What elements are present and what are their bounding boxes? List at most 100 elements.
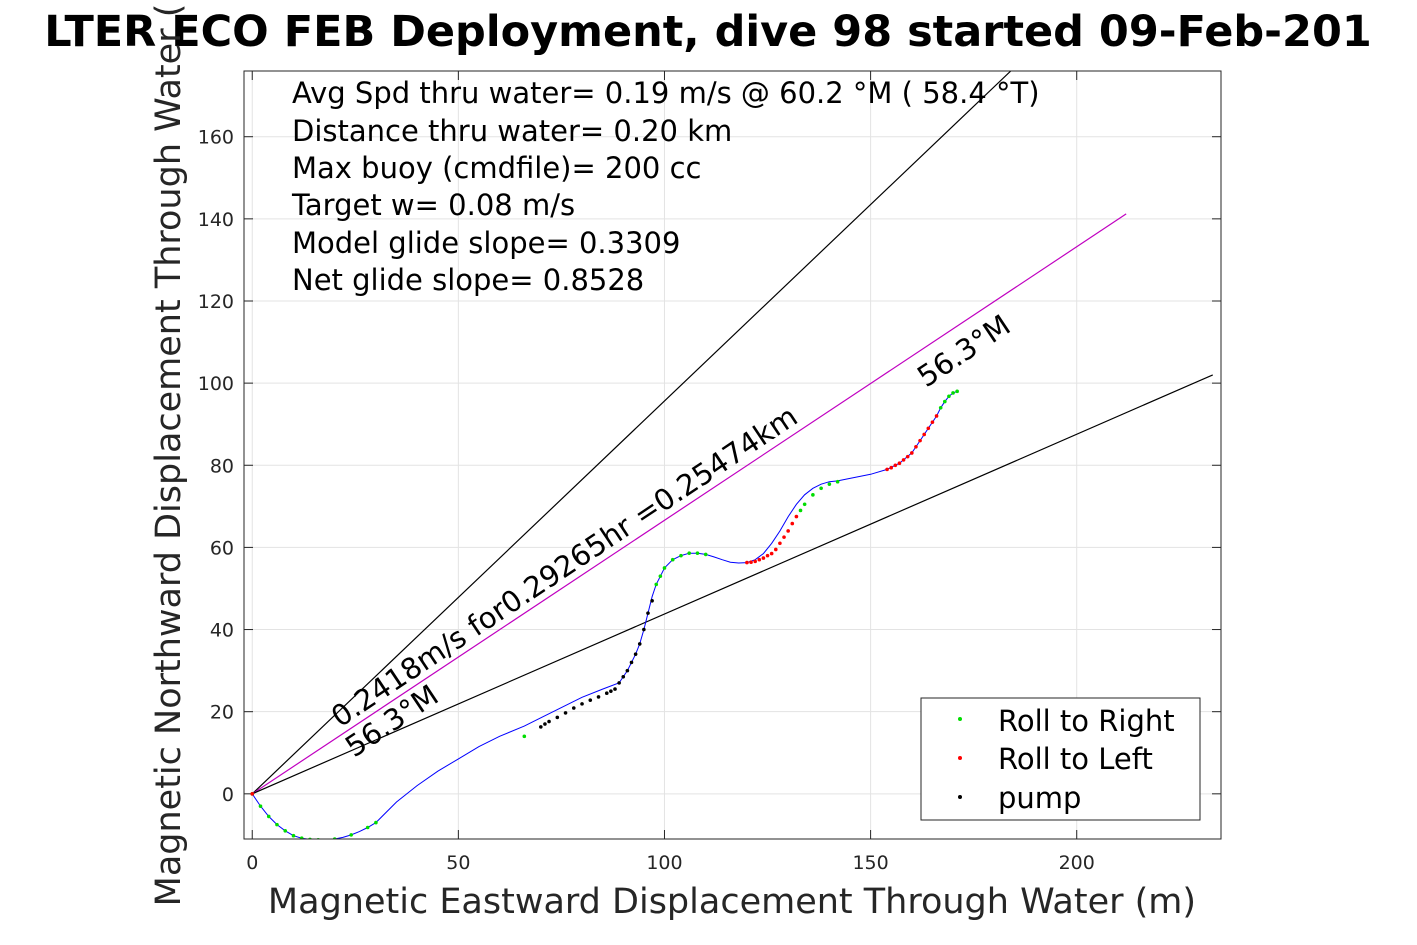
- marker-pump: [637, 642, 642, 646]
- marker-roll-right: [258, 804, 263, 808]
- marker-roll-right: [687, 551, 692, 555]
- x-tick-label: 100: [646, 852, 682, 874]
- legend-marker-pump: [958, 795, 962, 799]
- marker-roll-right: [798, 508, 803, 513]
- legend-marker-roll-left: [958, 756, 962, 760]
- marker-roll-right: [955, 389, 959, 394]
- info-avg-speed: Avg Spd thru water= 0.19 m/s @ 60.2 °M (…: [292, 76, 1040, 110]
- marker-pump: [629, 660, 634, 665]
- marker-pump: [555, 715, 560, 720]
- y-tick-label: 60: [210, 537, 234, 559]
- marker-roll-right: [679, 553, 683, 558]
- info-model-glide-slope: Model glide slope= 0.3309: [292, 226, 680, 260]
- reference-line-lower: [252, 374, 1213, 795]
- marker-roll-right: [291, 833, 296, 838]
- marker-pump: [642, 627, 646, 632]
- legend-label-pump: pump: [998, 781, 1081, 815]
- marker-roll-right: [662, 566, 667, 570]
- marker-pump: [617, 681, 621, 685]
- marker-roll-right: [835, 479, 840, 484]
- marker-roll-left: [786, 529, 790, 533]
- x-tick-label: 50: [446, 852, 470, 874]
- marker-pump: [588, 698, 593, 702]
- marker-pump: [633, 652, 638, 656]
- marker-roll-right: [947, 394, 951, 399]
- info-target-w: Target w= 0.08 m/s: [291, 188, 575, 222]
- marker-pump: [613, 687, 617, 691]
- tick-labels: 0 50 100 150 200 0 20 40 60 80 100 120 140 160: [198, 127, 1095, 874]
- marker-roll-left: [778, 541, 782, 546]
- y-tick-label: 120: [198, 291, 234, 313]
- marker-series: [250, 389, 959, 839]
- marker-roll-left: [910, 451, 914, 455]
- marker-roll-left: [930, 420, 935, 424]
- marker-roll-left: [889, 465, 894, 470]
- y-tick-label: 80: [210, 455, 234, 477]
- y-axis-label: Magnetic Northward Displacement Through …: [149, 4, 189, 907]
- marker-pump: [621, 674, 626, 679]
- marker-roll-left: [773, 547, 778, 552]
- marker-pump: [547, 719, 551, 724]
- marker-roll-right: [703, 552, 708, 557]
- marker-roll-left: [753, 559, 757, 564]
- x-tick-label: 0: [246, 852, 258, 874]
- marker-roll-right: [654, 582, 659, 587]
- legend-label-roll-right: Roll to Right: [998, 704, 1175, 738]
- marker-roll-left: [893, 463, 898, 468]
- marker-roll-right: [275, 822, 279, 827]
- marker-roll-right: [695, 551, 700, 555]
- y-tick-label: 100: [198, 373, 234, 395]
- marker-roll-right: [365, 825, 370, 830]
- y-tick-label: 40: [210, 620, 234, 642]
- reference-line-heading: [251, 213, 1127, 795]
- info-max-buoy: Max buoy (cmdfile)= 200 cc: [292, 151, 701, 185]
- reference-line-upper: [251, 71, 1012, 795]
- y-tick-label: 20: [210, 702, 234, 724]
- legend-marker-roll-right: [958, 717, 962, 721]
- marker-roll-right: [349, 833, 353, 837]
- legend: Roll to Right Roll to Left pump: [920, 697, 1201, 821]
- axis-ticks: [244, 71, 1221, 839]
- marker-roll-right: [374, 820, 378, 825]
- marker-roll-right: [951, 391, 955, 395]
- marker-roll-left: [250, 792, 255, 796]
- marker-roll-left: [790, 521, 795, 526]
- legend-label-roll-left: Roll to Left: [998, 742, 1153, 776]
- y-tick-label: 160: [198, 127, 234, 149]
- marker-roll-left: [749, 560, 753, 564]
- marker-pump: [646, 611, 650, 615]
- marker-roll-left: [794, 514, 799, 519]
- x-axis-label: Magnetic Eastward Displacement Through W…: [268, 882, 1196, 922]
- marker-roll-left: [885, 467, 889, 472]
- marker-pump: [563, 711, 568, 715]
- marker-roll-right: [266, 814, 271, 819]
- marker-roll-left: [769, 551, 774, 556]
- x-tick-label: 200: [1059, 852, 1095, 874]
- marker-pump: [571, 706, 576, 710]
- marker-roll-left: [918, 438, 922, 443]
- marker-roll-right: [819, 486, 823, 491]
- y-tick-label: 140: [198, 209, 234, 231]
- plot-frame: [243, 70, 1222, 840]
- marker-roll-right: [658, 574, 663, 578]
- marker-roll-right: [943, 399, 947, 404]
- marker-pump: [650, 598, 654, 603]
- x-tick-label: 150: [852, 852, 888, 874]
- marker-roll-left: [922, 432, 926, 437]
- marker-roll-right: [522, 734, 527, 739]
- marker-roll-left: [745, 560, 749, 565]
- marker-roll-right: [283, 828, 288, 833]
- marker-pump: [625, 668, 630, 673]
- info-block: Avg Spd thru water= 0.19 m/s @ 60.2 °M (…: [291, 76, 1040, 297]
- marker-roll-left: [901, 458, 906, 462]
- marker-pump: [609, 689, 613, 693]
- y-tick-label: 0: [222, 784, 234, 806]
- marker-roll-right: [811, 493, 815, 497]
- marker-roll-left: [914, 444, 918, 449]
- marker-roll-right: [938, 405, 943, 410]
- chart-title: LTER ECO FEB Deployment, dive 98 started…: [44, 7, 1372, 57]
- marker-roll-right: [802, 502, 807, 507]
- marker-roll-left: [926, 426, 931, 431]
- info-distance: Distance thru water= 0.20 km: [292, 114, 732, 148]
- marker-roll-right: [827, 482, 832, 486]
